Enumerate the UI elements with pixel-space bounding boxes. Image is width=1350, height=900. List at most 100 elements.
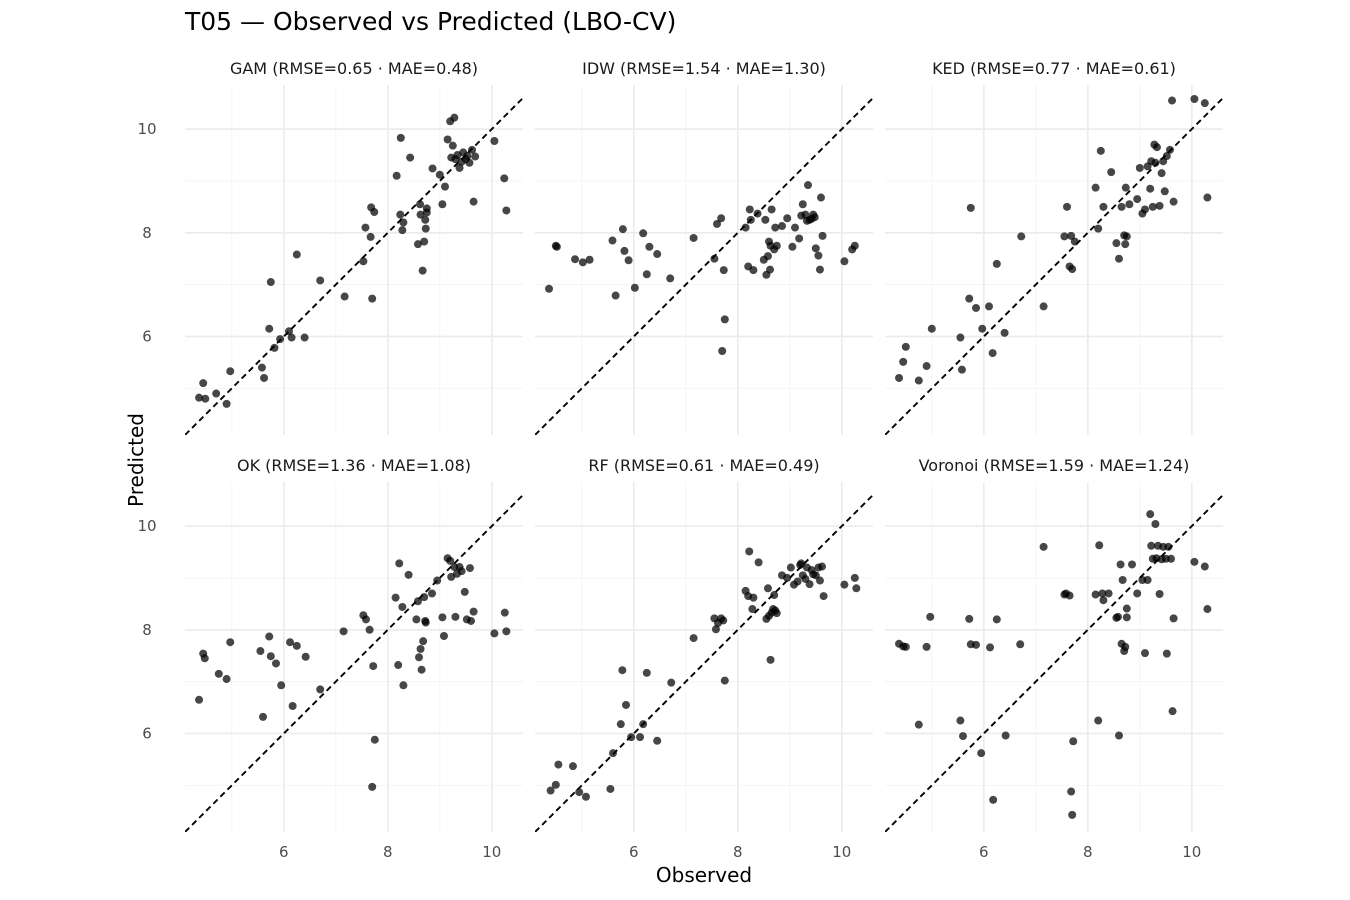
data-point [926, 612, 935, 621]
data-point [1169, 614, 1178, 623]
data-point [636, 733, 645, 742]
data-point [226, 638, 235, 647]
data-point [1096, 146, 1105, 155]
data-point [1162, 152, 1171, 161]
data-point [399, 218, 408, 227]
data-point [1121, 642, 1130, 651]
data-point [1117, 202, 1126, 211]
panel-voronoi: Voronoi (RMSE=1.59 · MAE=1.24) 6 8 10 [885, 456, 1223, 861]
data-point [850, 573, 859, 582]
data-point [361, 615, 370, 624]
data-point [316, 685, 325, 694]
data-point [608, 236, 617, 245]
data-point [571, 255, 580, 264]
data-point [927, 324, 936, 333]
data-point [1200, 99, 1209, 108]
data-point [805, 580, 814, 589]
data-point [256, 647, 265, 656]
data-point [265, 324, 274, 333]
data-point [195, 393, 204, 402]
data-point [1164, 542, 1173, 551]
data-point [1152, 143, 1161, 152]
data-point [895, 373, 904, 382]
data-point [804, 181, 812, 190]
panel-rf: RF (RMSE=0.61 · MAE=0.49) 6 8 10 [535, 456, 873, 861]
data-point [1151, 520, 1160, 528]
data-point [1099, 202, 1108, 211]
data-point [463, 152, 472, 161]
x-tick-label: 6 [629, 843, 639, 861]
data-point [257, 363, 266, 372]
data-point [1160, 187, 1169, 196]
data-point [1168, 96, 1177, 105]
data-point [630, 283, 639, 292]
data-point [272, 659, 280, 668]
data-point [399, 681, 408, 690]
data-point [1122, 613, 1131, 622]
data-point [222, 675, 231, 684]
data-point [815, 576, 824, 585]
data-point [754, 558, 763, 567]
data-point [741, 223, 750, 232]
data-point [421, 215, 430, 224]
x-tick-label: 10 [832, 843, 851, 861]
data-point [457, 567, 466, 576]
data-point [340, 292, 349, 301]
data-point [420, 237, 429, 246]
data-point [1039, 542, 1048, 551]
data-point [1091, 590, 1100, 599]
panel-title-ok: OK (RMSE=1.36 · MAE=1.08) [237, 456, 471, 475]
panel-ked: KED (RMSE=0.77 · MAE=0.61) [885, 59, 1223, 435]
data-point [1133, 195, 1142, 204]
x-tick-label: 8 [383, 843, 393, 861]
data-point [359, 257, 368, 266]
data-point [441, 182, 449, 191]
identity-reference-line [885, 494, 1223, 832]
data-point [606, 784, 615, 793]
data-point [793, 577, 802, 586]
data-point [786, 563, 795, 572]
data-point [419, 637, 428, 646]
data-point [713, 219, 721, 228]
data-point [551, 780, 560, 789]
data-point [500, 608, 509, 617]
data-point [972, 640, 980, 649]
data-point [1121, 240, 1130, 249]
data-point [992, 259, 1001, 268]
data-point [689, 233, 698, 242]
data-point [783, 214, 792, 223]
data-point [433, 576, 442, 585]
data-point [416, 200, 425, 209]
data-point [1128, 560, 1136, 569]
data-point [1147, 541, 1156, 550]
data-point [546, 786, 555, 795]
data-point [416, 644, 425, 653]
data-point [899, 357, 908, 366]
data-point [914, 720, 923, 729]
data-point [369, 662, 378, 671]
data-point [667, 678, 676, 687]
y-tick-label: 8 [142, 621, 152, 639]
data-point [1203, 193, 1212, 202]
data-point [554, 760, 563, 769]
data-point [710, 254, 719, 263]
data-point [1143, 576, 1152, 584]
data-point [639, 720, 648, 729]
data-point [611, 291, 620, 300]
data-point [500, 174, 509, 183]
data-point [798, 200, 807, 209]
data-point [1068, 265, 1077, 274]
data-point [986, 643, 995, 652]
data-point [618, 666, 627, 675]
data-point [956, 333, 965, 342]
data-point [270, 343, 279, 352]
panel-gam: GAM (RMSE=0.65 · MAE=0.48) 6 8 10 [137, 59, 523, 435]
data-point [1122, 232, 1131, 241]
data-point [277, 681, 286, 690]
data-point [689, 634, 698, 643]
data-point [1095, 541, 1104, 550]
data-point [1148, 202, 1157, 211]
data-point [763, 252, 772, 261]
data-point [618, 225, 627, 234]
